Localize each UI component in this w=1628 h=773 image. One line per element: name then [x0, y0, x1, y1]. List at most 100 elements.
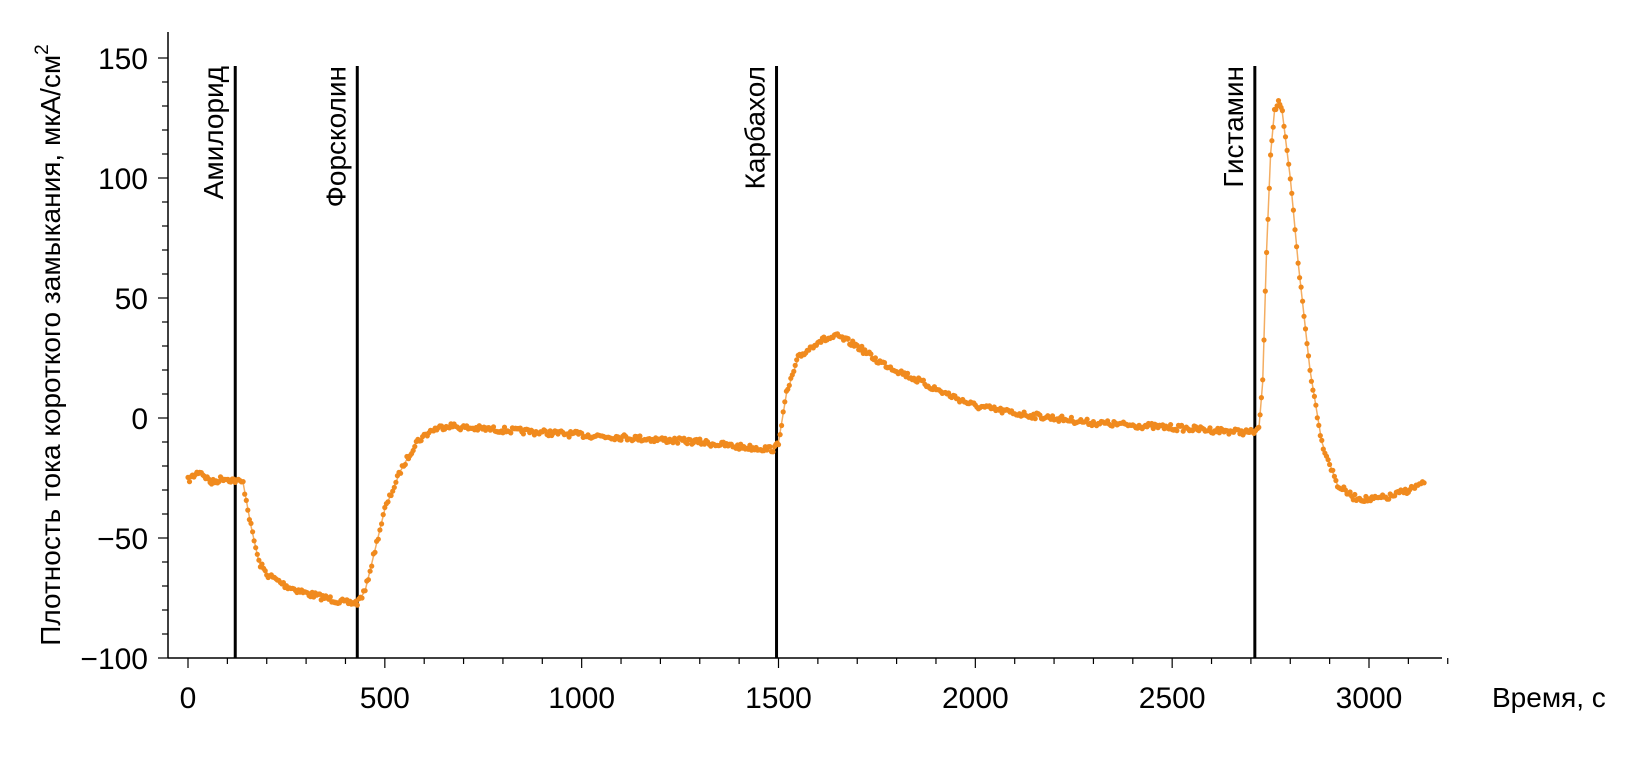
data-point: [1216, 430, 1222, 436]
data-point: [1311, 393, 1317, 399]
data-point: [1084, 416, 1090, 422]
x-tick-label: 3000: [1336, 682, 1403, 715]
data-point: [859, 343, 865, 349]
data-point: [1150, 425, 1156, 432]
data-point: [410, 447, 416, 454]
data-point: [391, 484, 397, 490]
data-point: [579, 430, 585, 436]
data-point: [1320, 446, 1326, 452]
data-point: [1294, 244, 1300, 250]
data-point: [782, 399, 788, 405]
data-point: [388, 492, 394, 499]
data-point: [868, 351, 874, 357]
data-point: [872, 355, 879, 361]
data-point: [1261, 337, 1267, 343]
data-point: [490, 424, 497, 430]
x-axis-title: Время, с: [1492, 682, 1606, 713]
data-point: [1168, 422, 1174, 428]
data-point: [792, 362, 798, 368]
data-point: [1068, 414, 1074, 420]
data-point: [818, 339, 824, 345]
data-point: [1256, 424, 1262, 430]
y-axis-title-text: Плотность тока короткого замыкания, мкА/…: [35, 55, 66, 646]
data-point: [262, 568, 268, 574]
event-label: Форсколин: [320, 66, 351, 207]
data-point: [254, 551, 260, 557]
data-point: [1295, 260, 1301, 266]
data-point: [240, 479, 246, 485]
data-point: [1308, 378, 1314, 384]
data-point: [1304, 341, 1310, 347]
data-point: [1347, 489, 1353, 495]
ticks: 0 500 1000 1500 2000 2500 3000 −100 −50 0 50 100 150: [80, 43, 1449, 715]
data-point: [1325, 457, 1331, 463]
data-point: [380, 511, 386, 518]
data-point: [1421, 480, 1427, 486]
data-point: [1268, 152, 1274, 158]
data-point: [794, 357, 800, 363]
y-tick-label: 150: [98, 43, 148, 76]
data-point: [1300, 298, 1306, 304]
data-point: [1317, 433, 1323, 439]
data-point: [367, 568, 373, 574]
axes: [167, 32, 1442, 659]
data-point: [1279, 108, 1285, 114]
data-point: [777, 432, 783, 438]
y-axis-title: Плотность тока короткого замыкания, мкА/…: [32, 44, 66, 646]
data-point: [1032, 416, 1038, 422]
data-point: [327, 594, 333, 600]
data-point: [245, 507, 251, 513]
data-point: [1327, 461, 1333, 468]
x-tick-label: 0: [180, 682, 197, 715]
data-point: [1307, 367, 1313, 373]
data-point: [251, 538, 257, 544]
data-point: [1331, 473, 1337, 479]
data-point: [770, 449, 776, 455]
data-point: [382, 504, 388, 511]
data-point: [243, 497, 249, 503]
x-tick-label: 500: [360, 682, 410, 715]
data-point: [775, 442, 782, 448]
data-point: [1333, 477, 1339, 484]
x-tick-label: 2500: [1139, 682, 1206, 715]
data-point: [186, 479, 193, 485]
data-point: [1286, 161, 1292, 167]
y-tick-label: 0: [131, 403, 148, 436]
x-tick-label: 1500: [745, 682, 812, 715]
y-tick-label: 50: [115, 283, 148, 316]
data-point: [1319, 437, 1325, 443]
data-point: [1269, 138, 1275, 144]
data-point: [418, 438, 424, 444]
data-point: [1265, 216, 1271, 222]
data-point: [398, 470, 404, 476]
data-point: [379, 521, 385, 527]
data-point: [779, 422, 785, 429]
data-point: [780, 409, 786, 415]
data-point: [375, 536, 381, 542]
data-point: [1386, 496, 1392, 502]
data-series: [185, 98, 1427, 608]
data-point: [369, 563, 375, 569]
data-point: [697, 436, 703, 442]
data-point: [1264, 249, 1270, 256]
data-point: [920, 377, 927, 383]
data-point: [1292, 227, 1298, 233]
data-point: [248, 520, 254, 527]
data-point: [1257, 412, 1263, 418]
data-point: [785, 386, 791, 392]
data-point: [1207, 425, 1213, 431]
data-point: [786, 382, 792, 388]
data-point: [1342, 487, 1348, 493]
data-point: [1287, 176, 1293, 182]
data-point: [1316, 422, 1322, 428]
data-point: [253, 545, 259, 551]
data-point: [1266, 185, 1272, 191]
data-point: [501, 424, 508, 430]
y-tick-label: −100: [80, 643, 148, 676]
data-point: [1298, 284, 1304, 290]
data-point: [1282, 134, 1289, 140]
data-point: [1049, 413, 1056, 419]
data-point: [1313, 402, 1319, 408]
data-point: [1284, 147, 1290, 153]
